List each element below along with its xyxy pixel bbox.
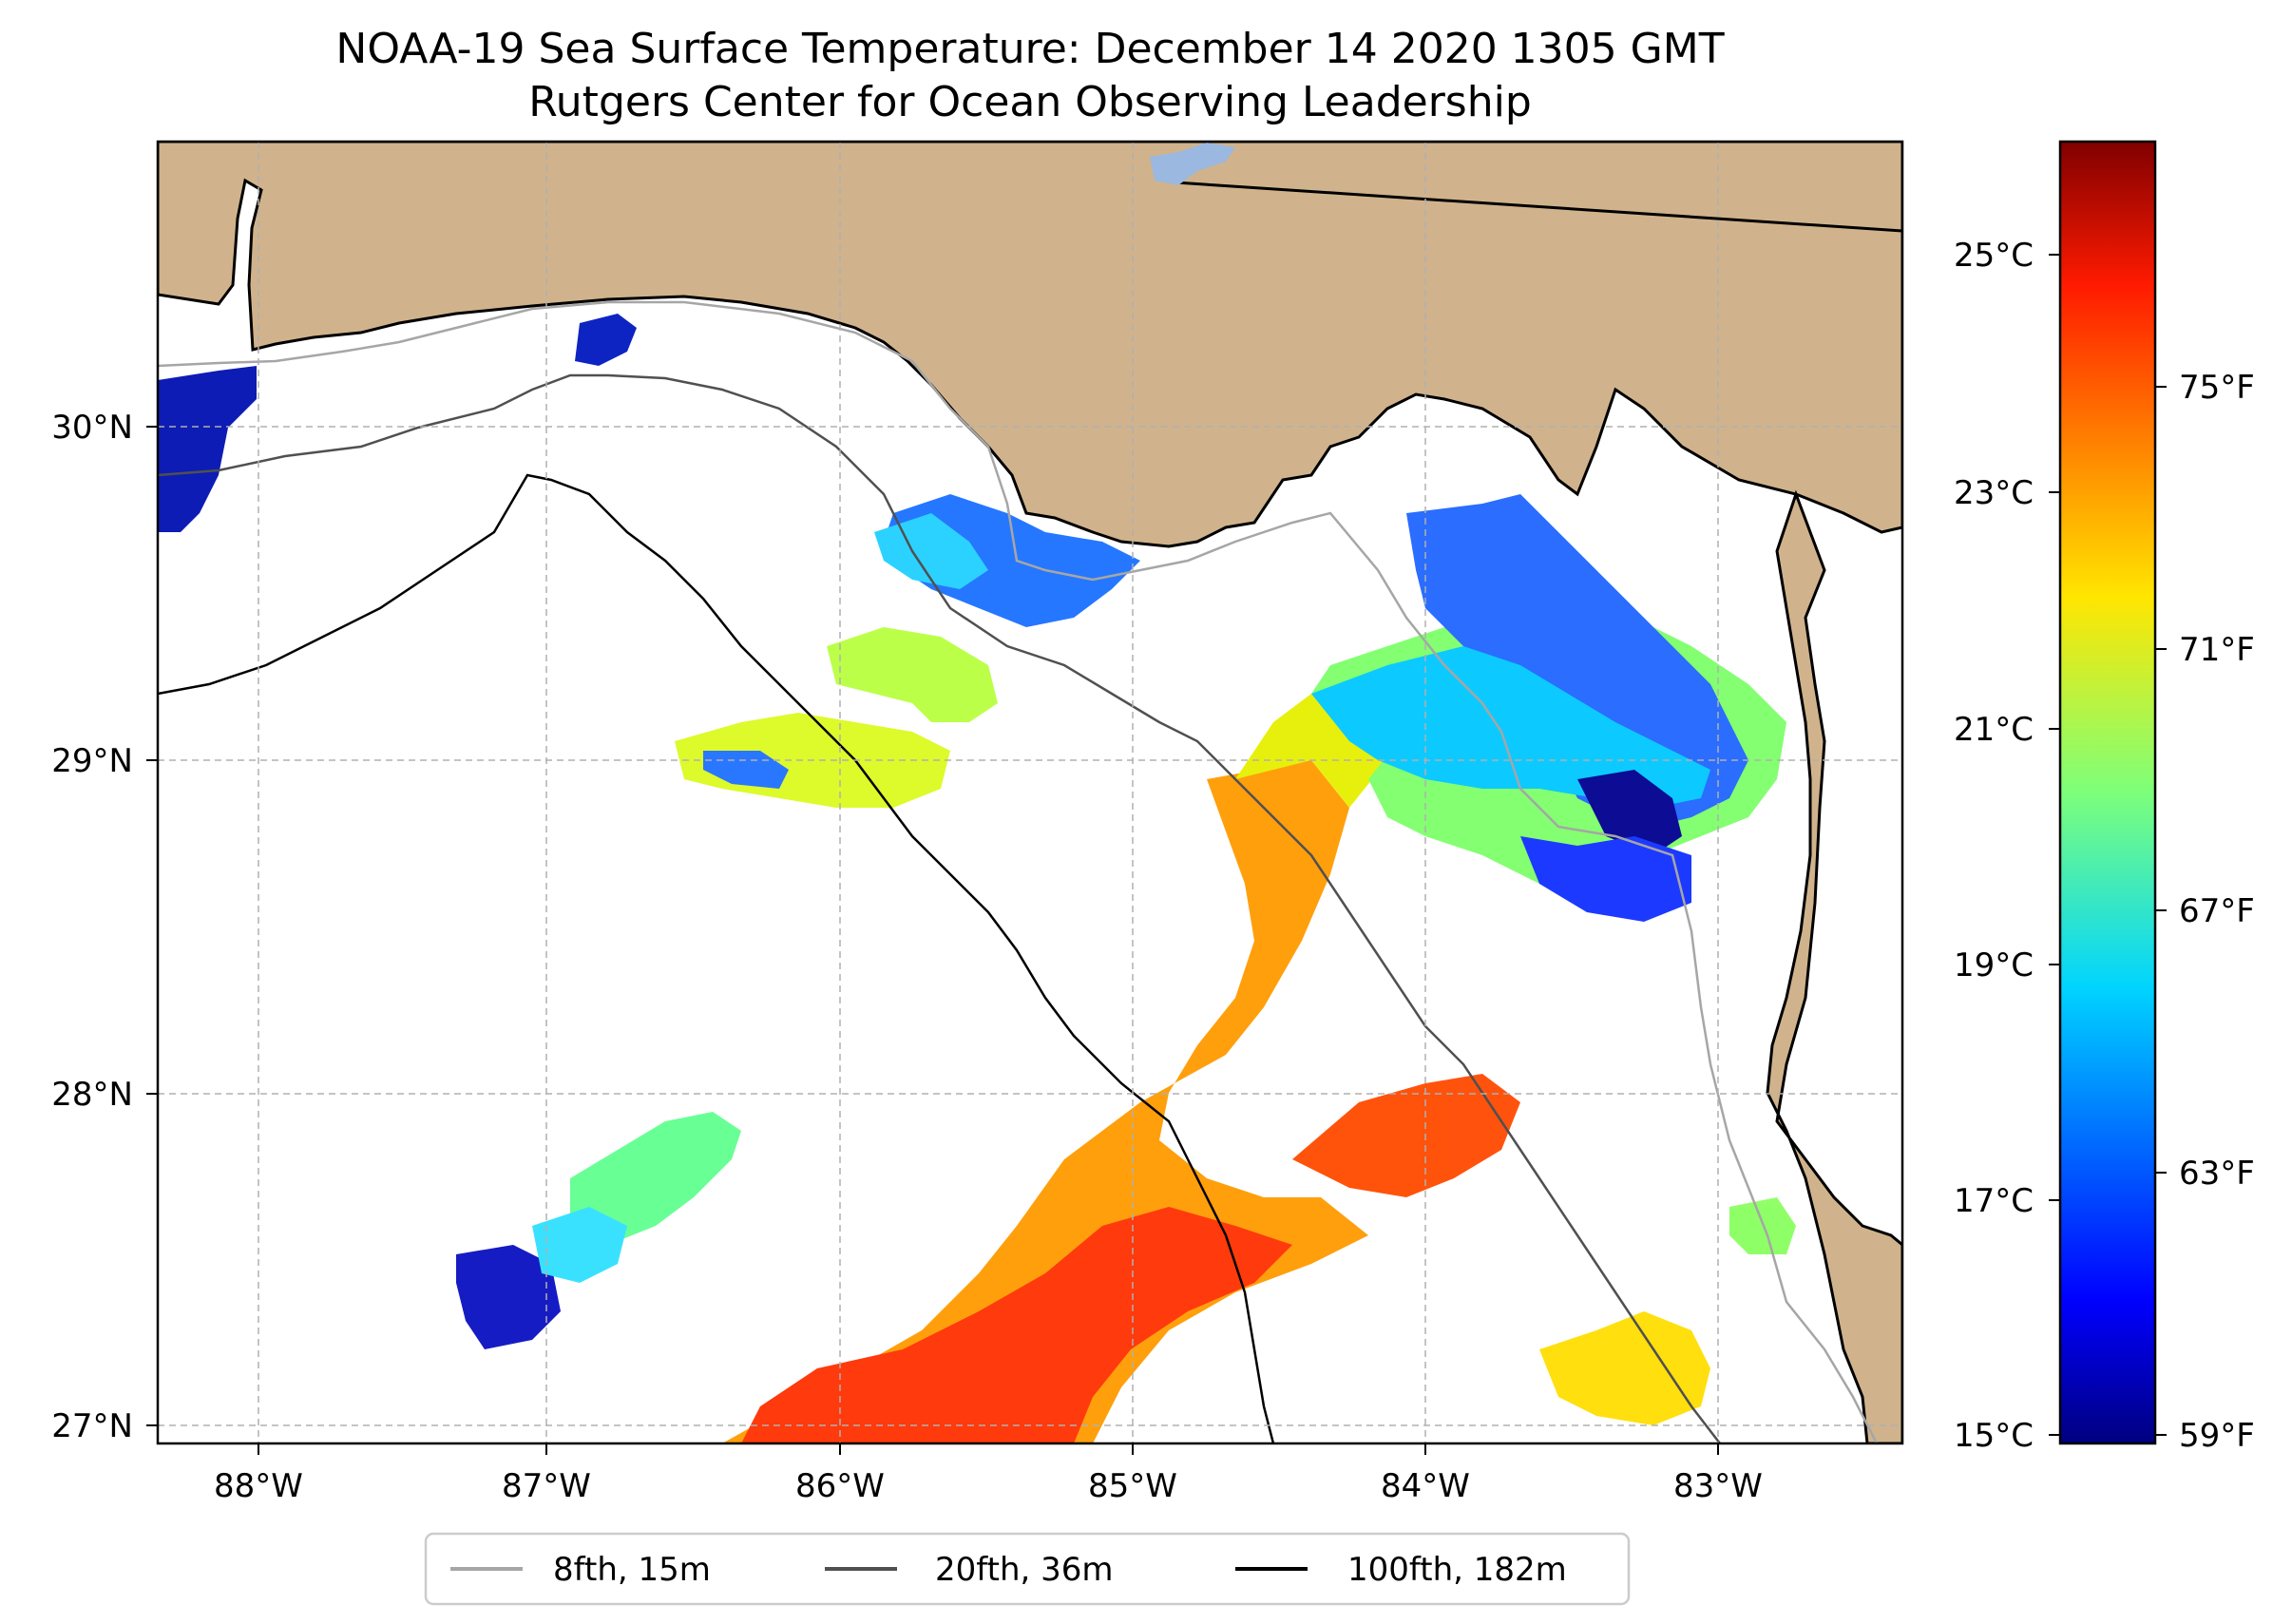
contours	[158, 300, 1879, 1443]
title-line-1: NOAA-19 Sea Surface Temperature: Decembe…	[335, 25, 1724, 73]
sst-sw-green	[570, 1112, 741, 1245]
lon-label-85w: 85°W	[1088, 1467, 1177, 1505]
sst-sw-blue	[456, 1245, 561, 1349]
contour-20fth	[158, 373, 1721, 1443]
lat-label-29n: 29°N	[51, 742, 133, 780]
cbar-f-63: 63°F	[2179, 1155, 2255, 1193]
sst-blue-south-bb	[1520, 836, 1691, 922]
sst-se-yellow	[1539, 1311, 1710, 1425]
sst-darkblue-spot	[1577, 770, 1682, 855]
legend-label-20fth: 20fth, 36m	[935, 1551, 1114, 1589]
land	[158, 142, 1902, 1443]
land-north	[158, 142, 1902, 548]
cbar-f-59: 59°F	[2179, 1417, 2255, 1455]
colorbar-celsius-ticks	[2049, 254, 2060, 1436]
contour-100fth	[158, 473, 1275, 1443]
state-boundary	[1175, 181, 1902, 233]
lat-label-27n: 27°N	[51, 1407, 133, 1445]
lon-label-88w: 88°W	[214, 1467, 303, 1505]
map-frame	[156, 140, 1904, 1445]
cbar-c-17: 17°C	[1954, 1182, 2034, 1220]
title-line-2: Rutgers Center for Ocean Observing Leade…	[528, 78, 1532, 126]
cbar-c-21: 21°C	[1954, 711, 2034, 749]
sst-pensacola-blue	[575, 314, 637, 366]
cbar-f-75: 75°F	[2179, 369, 2255, 407]
lon-label-87w: 87°W	[502, 1467, 591, 1505]
contour-8fth	[158, 300, 1879, 1443]
sst-data	[158, 314, 1796, 1443]
lake	[1150, 143, 1235, 185]
cbar-c-15: 15°C	[1954, 1417, 2034, 1455]
cbar-f-71: 71°F	[2179, 631, 2255, 669]
land-florida	[1766, 489, 1902, 1443]
sst-mid-green	[827, 627, 998, 722]
lon-label-84w: 84°W	[1381, 1467, 1470, 1505]
sst-sw-cyan	[532, 1207, 627, 1283]
gridlines	[158, 142, 1902, 1443]
sst-red-patch-1	[741, 1207, 1292, 1443]
cbar-c-23: 23°C	[1954, 474, 2034, 512]
map-panel	[158, 142, 1902, 1443]
cbar-c-19: 19°C	[1954, 946, 2034, 984]
lon-label-83w: 83°W	[1673, 1467, 1763, 1505]
colorbar-fahrenheit-ticks	[2155, 386, 2167, 1436]
lon-ticks	[258, 1443, 1719, 1455]
lat-label-28n: 28°N	[51, 1076, 133, 1114]
legend: 8fth, 15m 20fth, 36m 100fth, 182m	[424, 1532, 1631, 1606]
sst-cyan-bigbend	[1311, 646, 1710, 808]
cbar-f-67: 67°F	[2179, 892, 2255, 930]
legend-box	[424, 1532, 1631, 1606]
lon-label-86w: 86°W	[795, 1467, 885, 1505]
lat-label-30n: 30°N	[51, 409, 133, 447]
sst-mobile-blue	[158, 366, 257, 532]
legend-label-100fth: 100fth, 182m	[1347, 1551, 1567, 1589]
sst-red-patch-2	[1292, 1074, 1520, 1197]
cbar-c-25: 25°C	[1954, 237, 2034, 275]
legend-label-8fth: 8fth, 15m	[553, 1551, 711, 1589]
colorbar	[2058, 140, 2157, 1445]
lat-ticks	[146, 426, 158, 1426]
sst-blue-bigbend	[1406, 494, 1748, 827]
